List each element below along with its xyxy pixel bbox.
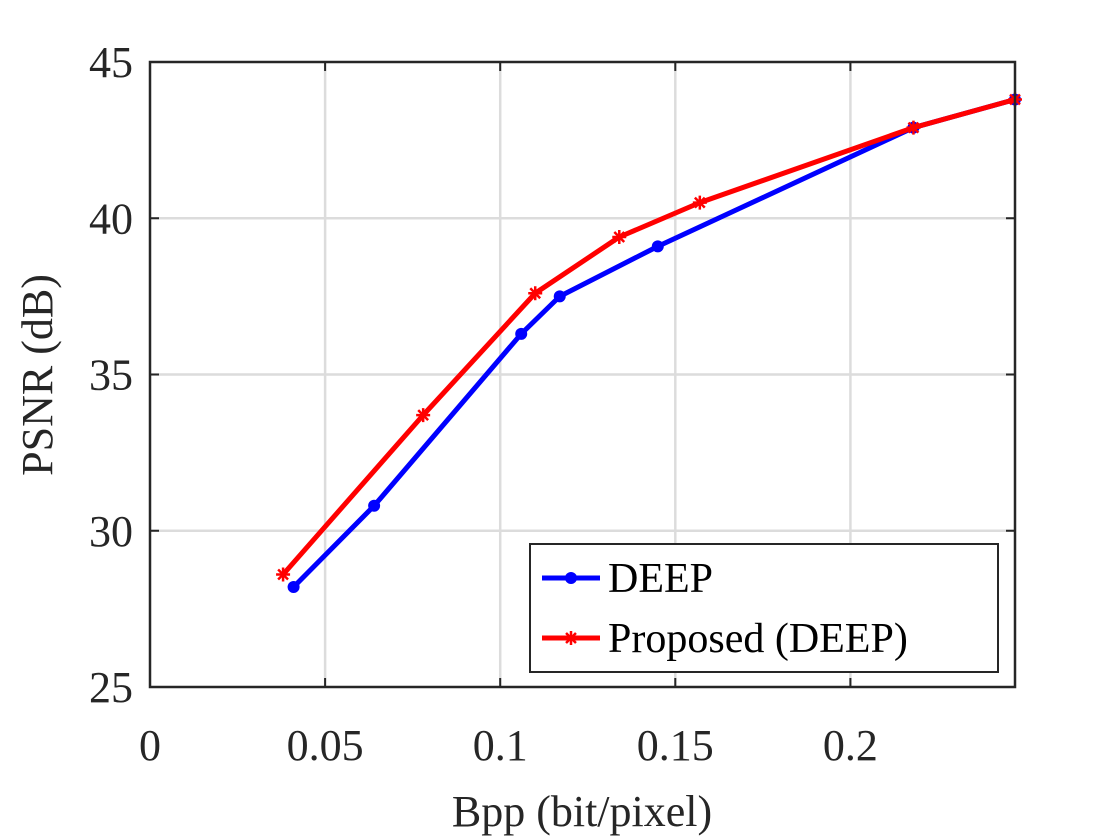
legend-star-marker	[564, 631, 578, 645]
star-stroke	[565, 632, 577, 644]
star-stroke	[613, 231, 626, 243]
y-tick-label: 45	[89, 38, 133, 87]
data-point	[287, 581, 300, 593]
series-line	[291, 97, 1016, 589]
star-stroke	[417, 409, 429, 421]
data-point	[651, 240, 664, 253]
data-point	[612, 230, 627, 244]
legend-label-proposed: Proposed (DEEP)	[608, 616, 908, 662]
y-tick-label: 30	[89, 507, 133, 556]
y-axis-title: PSNR (dB)	[13, 274, 62, 476]
data-point	[906, 120, 921, 135]
data-point	[692, 195, 707, 210]
star-stroke	[529, 287, 542, 300]
x-axis-title: Bpp (bit/pixel)	[452, 787, 712, 836]
legend-marker-proposed	[564, 631, 578, 645]
series-layer	[276, 92, 1022, 593]
series-line	[281, 97, 1016, 577]
y-tick-label: 40	[89, 194, 133, 243]
data-point	[368, 499, 381, 512]
series-proposed-deep	[276, 92, 1022, 582]
legend-label-deep: DEEP	[608, 556, 713, 602]
series-deep	[287, 93, 1021, 593]
data-point	[416, 408, 431, 423]
x-tick-label: 0.2	[823, 721, 878, 770]
x-tick-label: 0.15	[637, 721, 714, 770]
axis-ticks	[149, 61, 1015, 688]
legend: DEEP Proposed (DEEP)	[529, 543, 999, 673]
star-stroke	[907, 121, 920, 134]
x-tick-label: 0.1	[473, 721, 528, 770]
data-point	[553, 290, 566, 303]
legend-box	[529, 543, 999, 673]
star-stroke	[693, 196, 706, 209]
grid-lines	[150, 62, 1015, 687]
data-point	[276, 567, 291, 582]
data-point	[515, 327, 528, 340]
legend-marker-deep	[565, 572, 577, 584]
x-tick-label: 0	[139, 721, 161, 770]
y-tick-labels: 25 30 35 40 45	[89, 38, 133, 712]
y-tick-label: 35	[89, 351, 133, 400]
y-tick-label: 25	[89, 663, 133, 712]
data-point	[528, 286, 543, 301]
x-tick-label: 0.05	[287, 721, 364, 770]
star-stroke	[277, 568, 289, 581]
x-tick-labels: 0 0.05 0.1 0.15 0.2	[139, 721, 878, 770]
